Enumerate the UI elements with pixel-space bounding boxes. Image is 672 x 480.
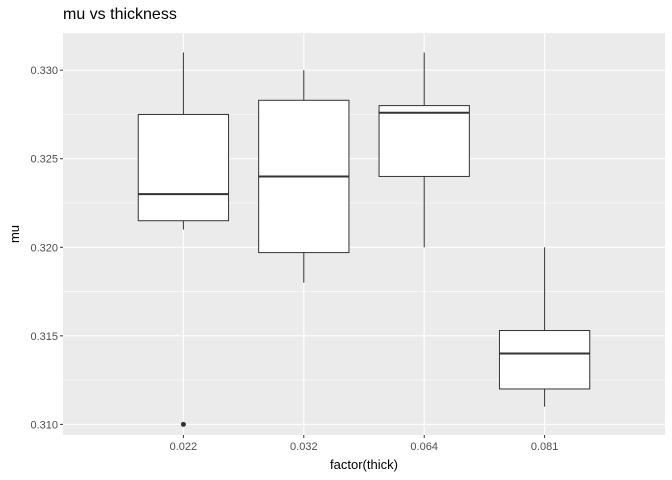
box-0.064 <box>378 52 470 248</box>
x-axis-ticks: 0.022 0.032 0.064 0.081 <box>170 435 559 453</box>
box-body <box>378 105 470 177</box>
y-tick-label: 0.330 <box>30 65 58 77</box>
y-axis-ticks: 0.310 0.315 0.320 0.325 0.330 <box>30 65 63 431</box>
x-tick-label: 0.022 <box>170 441 198 453</box>
outlier-point <box>180 421 186 427</box>
x-tick-label: 0.064 <box>410 441 438 453</box>
chart-title: mu vs thickness <box>63 6 177 23</box>
box-body <box>498 330 591 390</box>
y-axis-label: mu <box>7 225 22 243</box>
y-tick-label: 0.325 <box>30 154 58 166</box>
boxes <box>137 52 591 427</box>
x-tick-label: 0.032 <box>290 441 318 453</box>
box-0.081 <box>498 247 591 407</box>
y-tick-label: 0.320 <box>30 242 58 254</box>
box-0.022 <box>137 52 230 427</box>
x-tick-label: 0.081 <box>531 441 559 453</box>
box-0.032 <box>258 70 350 283</box>
box-body <box>137 113 230 222</box>
x-axis-label: factor(thick) <box>330 457 398 472</box>
y-tick-label: 0.310 <box>30 419 58 431</box>
y-tick-label: 0.315 <box>30 331 58 343</box>
